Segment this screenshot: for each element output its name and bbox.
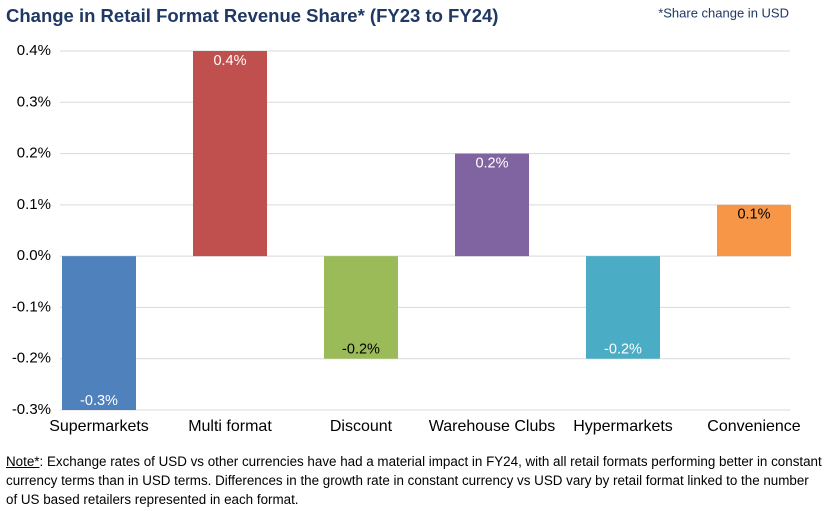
note-label: Note* (6, 454, 40, 469)
value-label: -0.3% (80, 393, 118, 409)
x-tick-label: Hypermarkets (573, 418, 673, 435)
y-tick-label: 0.1% (17, 196, 51, 213)
value-label: 0.1% (737, 207, 770, 223)
chart-title: Change in Retail Format Revenue Share* (… (6, 5, 498, 26)
chart: Change in Retail Format Revenue Share* (… (6, 5, 801, 435)
value-label: 0.4% (213, 53, 246, 69)
y-tick-label: -0.3% (12, 401, 51, 418)
bar (193, 51, 267, 257)
y-tick-label: 0.4% (17, 42, 51, 59)
note-text: : Exchange rates of USD vs other currenc… (6, 454, 822, 507)
value-label: -0.2% (604, 342, 642, 358)
x-tick-label: Multi format (188, 418, 272, 435)
note: Note*: Exchange rates of USD vs other cu… (6, 452, 822, 509)
y-tick-label: 0.0% (17, 247, 51, 264)
y-tick-label: -0.2% (12, 350, 51, 367)
x-tick-label: Discount (330, 418, 393, 435)
y-tick-label: 0.2% (17, 145, 51, 162)
x-tick-label: Convenience (707, 418, 801, 435)
x-tick-label: Warehouse Clubs (429, 418, 556, 435)
bar (717, 204, 791, 257)
chart-subtitle: *Share change in USD (658, 5, 789, 20)
y-tick-label: 0.3% (17, 93, 51, 110)
value-label: -0.2% (342, 342, 380, 358)
x-tick-label: Supermarkets (49, 418, 149, 435)
bar (455, 153, 529, 257)
bar (62, 256, 136, 410)
value-label: 0.2% (475, 155, 508, 171)
bar (586, 256, 660, 359)
bar (324, 256, 398, 359)
y-tick-label: -0.1% (12, 298, 51, 315)
